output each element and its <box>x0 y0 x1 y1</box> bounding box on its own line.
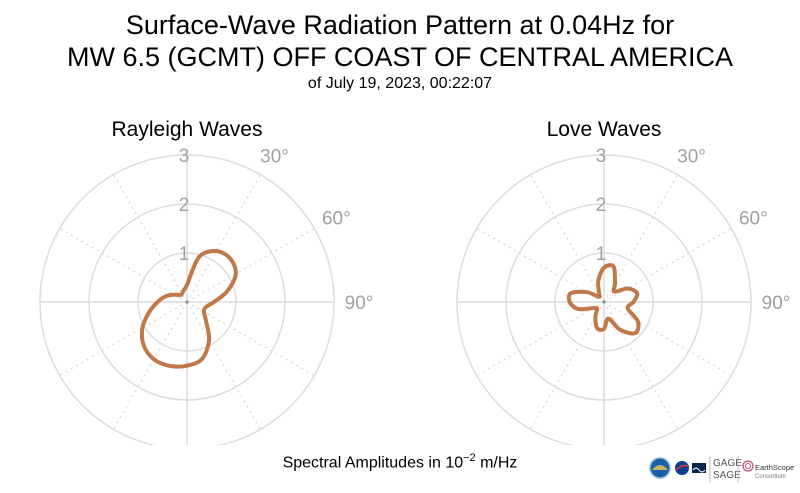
radial-tick-label: 2 <box>179 195 190 216</box>
radiation-pattern-line <box>566 263 641 336</box>
earthscope-logo-icon <box>742 460 754 472</box>
chart-title-line-2: MW 6.5 (GCMT) OFF COAST OF CENTRAL AMERI… <box>66 42 734 72</box>
minor-angle-spoke <box>112 174 188 303</box>
chart-title-line-1: Surface-Wave Radiation Pattern at 0.04Hz… <box>125 10 675 40</box>
radial-tick-label: 3 <box>179 146 190 167</box>
gage-logo-text: GAGE <box>713 458 742 469</box>
minor-angle-spoke <box>59 301 188 377</box>
angle-tick-label: 30° <box>260 147 289 168</box>
angle-tick-label: 90° <box>345 293 374 314</box>
angle-tick-label: 90° <box>762 293 791 314</box>
amplitude-units-label: Spectral Amplitudes in 10−2 m/Hz <box>0 452 800 472</box>
rayleigh-panel-title: Rayleigh Waves <box>111 118 263 141</box>
minor-angle-spoke <box>186 301 315 377</box>
nasa-logo <box>675 461 690 475</box>
angle-tick-label: 60° <box>739 209 768 230</box>
sponsor-logos: GAGE SAGE EarthScope Consortium <box>649 456 794 482</box>
sage-logo-text: SAGE <box>713 470 741 481</box>
polar-plot-1: 1 2 3 30° 60° 90° <box>456 146 791 445</box>
minor-angle-spoke <box>603 301 732 377</box>
minor-angle-spoke <box>476 227 605 303</box>
radiation-pattern-plots: 1 2 3 30° 60° 90° 1 2 3 30° 60° 90° <box>39 146 791 445</box>
earthscope-logo-text: EarthScope <box>755 463 794 472</box>
polar-plot-0: 1 2 3 30° 60° 90° <box>39 146 374 445</box>
radial-tick-label: 1 <box>596 244 607 265</box>
radial-tick-label: 3 <box>596 146 607 167</box>
usgs-logo <box>692 463 706 473</box>
angle-tick-label: 60° <box>322 209 351 230</box>
minor-angle-spoke <box>529 174 605 303</box>
consortium-logo-text: Consortium <box>755 474 786 480</box>
minor-angle-spoke <box>476 301 605 377</box>
minor-angle-spoke <box>186 174 262 303</box>
units-prefix: Spectral Amplitudes in 10 <box>282 454 464 472</box>
angle-tick-label: 30° <box>677 147 706 168</box>
radial-tick-label: 1 <box>179 244 190 265</box>
chart-subtitle: of July 19, 2023, 00:22:07 <box>307 75 493 92</box>
units-suffix: m/Hz <box>475 454 518 472</box>
minor-angle-spoke <box>112 301 188 430</box>
minor-angle-spoke <box>603 301 679 430</box>
origin-point <box>602 300 606 304</box>
minor-angle-spoke <box>529 301 605 430</box>
love-panel-title: Love Waves <box>546 118 662 141</box>
minor-angle-spoke <box>186 227 315 303</box>
nsf-logo <box>649 457 671 479</box>
radiation-pattern-line <box>139 249 238 369</box>
minor-angle-spoke <box>59 227 188 303</box>
origin-point <box>185 300 189 304</box>
units-exponent: −2 <box>463 452 476 464</box>
minor-angle-spoke <box>186 301 262 430</box>
radial-tick-label: 2 <box>596 195 607 216</box>
